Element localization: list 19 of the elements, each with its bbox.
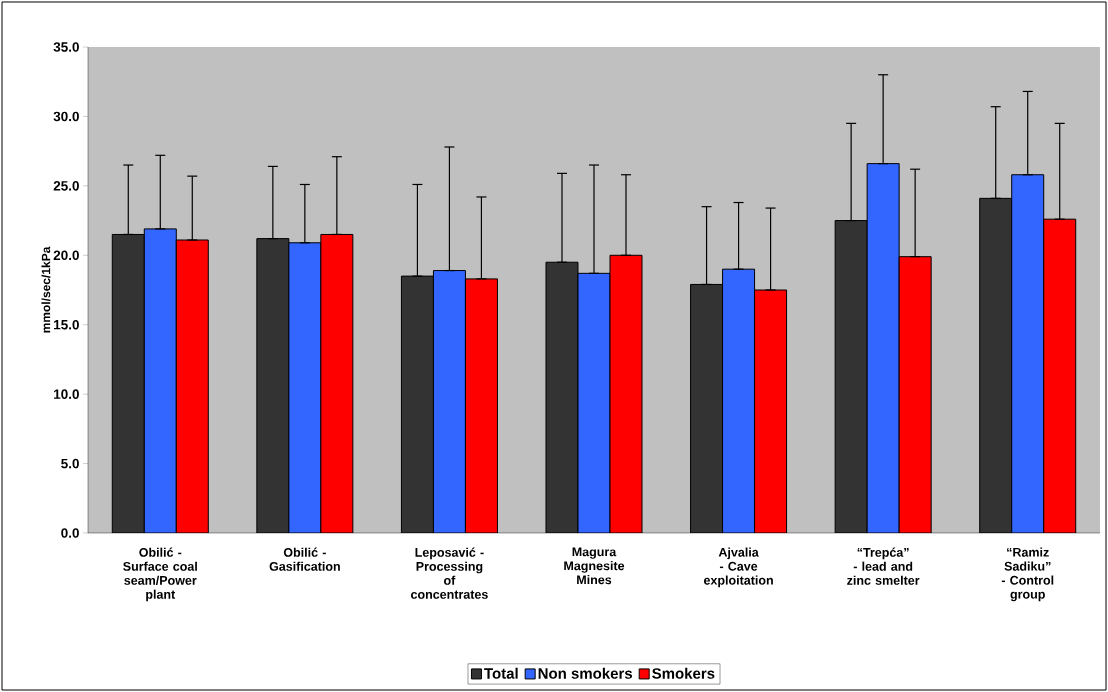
y-tick-label: 20.0	[53, 250, 79, 261]
y-axis-title: mmol/sec/1kPa	[41, 246, 51, 333]
y-tick-label: 30.0	[53, 111, 79, 122]
x-tick-label: Obilić - Surface coal seam/Power plant	[123, 547, 197, 602]
legend-label: Smokers	[652, 667, 715, 679]
y-tick-label: 0.0	[61, 528, 79, 538]
x-tick-label: “Ramiz Sadiku” - Control group	[1001, 547, 1054, 602]
legend-label: Non smokers	[538, 667, 633, 679]
y-tick-label: 10.0	[54, 389, 79, 399]
y-tick-label: 5.0	[61, 458, 79, 469]
x-tick-label: Ajvalia - Cave exploitation	[703, 547, 773, 588]
x-tick-label: “Trepća” - lead and zinc smelter	[847, 547, 920, 585]
y-tick-label: 15.0	[54, 319, 79, 330]
x-tick-label: Obilić - Gasification	[269, 547, 340, 571]
x-tick-label: Magura Magnesite Mines	[564, 547, 625, 585]
x-tick-label: Leposavić - Processing of concentrates	[411, 547, 488, 599]
y-tick-label: 35.0	[53, 42, 79, 52]
y-tick-label: 25.0	[53, 181, 79, 191]
legend-label: Total	[484, 667, 518, 679]
